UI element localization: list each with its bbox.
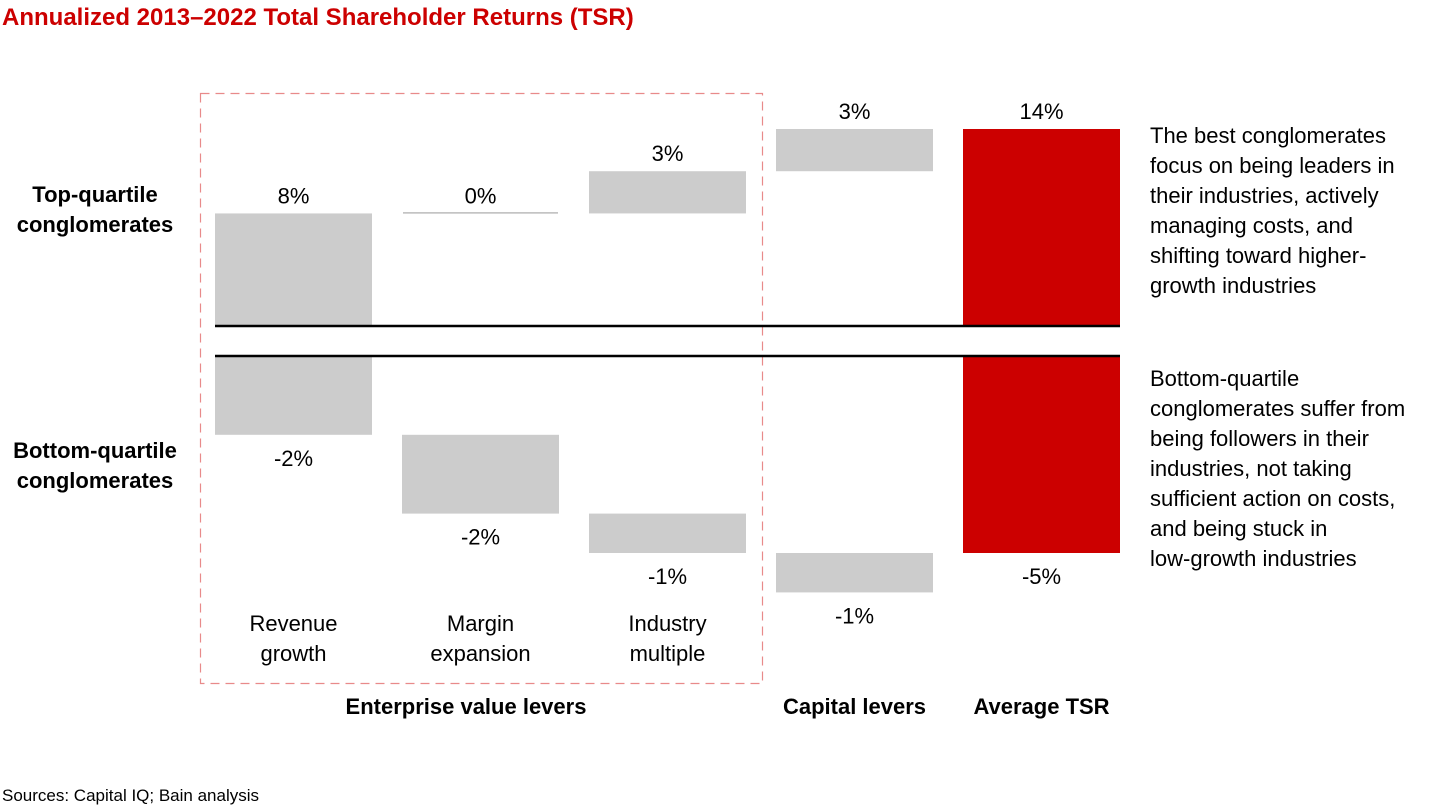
data-label: -1% <box>835 603 874 628</box>
annotation-line: shifting toward higher- <box>1150 243 1367 268</box>
source-note: Sources: Capital IQ; Bain analysis <box>2 786 260 805</box>
annotation-line: Bottom-quartile <box>1150 366 1300 391</box>
bar <box>402 434 559 514</box>
row-label-top-line: Top-quartile <box>32 182 158 207</box>
data-label: 0% <box>465 183 497 208</box>
row-label-bottom-line: conglomerates <box>16 468 174 493</box>
annotation-line: low-growth industries <box>1150 546 1357 571</box>
data-label: 3% <box>652 141 684 166</box>
row-label-top: Top-quartile conglomerates <box>0 180 190 240</box>
group-label: Average TSR <box>973 694 1109 719</box>
group-box <box>199 92 764 685</box>
chart-title: Annualized 2013–2022 Total Shareholder R… <box>2 4 634 31</box>
bar <box>589 171 746 214</box>
annotation-line: focus on being leaders in <box>1150 153 1395 178</box>
annotation-bottom: Bottom-quartile conglomerates suffer fro… <box>1150 364 1440 574</box>
category-label: multiple <box>630 641 706 666</box>
annotation-line: and being stuck in <box>1150 516 1328 541</box>
group-label: Enterprise value levers <box>346 694 587 719</box>
data-label: 14% <box>1019 99 1063 124</box>
data-label: -5% <box>1022 564 1061 589</box>
data-label: 8% <box>278 183 310 208</box>
bar-total <box>963 129 1120 326</box>
category-label: Revenue <box>249 611 337 636</box>
category-label: growth <box>260 641 326 666</box>
annotation-line: being followers in their <box>1150 426 1369 451</box>
data-label: -2% <box>461 525 500 550</box>
annotation-line: managing costs, and <box>1150 213 1354 238</box>
group-label: Capital levers <box>783 694 926 719</box>
bar <box>215 356 372 435</box>
data-label: -1% <box>648 564 687 589</box>
bar <box>215 213 372 326</box>
category-label: Industry <box>628 611 706 636</box>
data-label: -2% <box>274 446 313 471</box>
bar <box>589 513 746 553</box>
annotation-top: The best conglomerates focus on being le… <box>1150 121 1440 301</box>
category-label: Margin <box>447 611 514 636</box>
annotation-line: The best conglomerates <box>1150 123 1387 148</box>
data-label: 3% <box>839 99 871 124</box>
annotation-line: conglomerates suffer from <box>1150 396 1406 421</box>
bar-total <box>963 356 1120 553</box>
annotation-line: industries, not taking <box>1150 456 1352 481</box>
annotation-line: sufficient action on costs, <box>1150 486 1396 511</box>
row-label-top-line: conglomerates <box>16 212 174 237</box>
bar <box>776 553 933 593</box>
bar <box>776 129 933 172</box>
category-label: expansion <box>430 641 530 666</box>
annotation-line: growth industries <box>1150 273 1317 298</box>
row-label-bottom: Bottom-quartile conglomerates <box>0 436 190 496</box>
row-label-bottom-line: Bottom-quartile <box>13 438 177 463</box>
annotation-line: their industries, actively <box>1150 183 1379 208</box>
